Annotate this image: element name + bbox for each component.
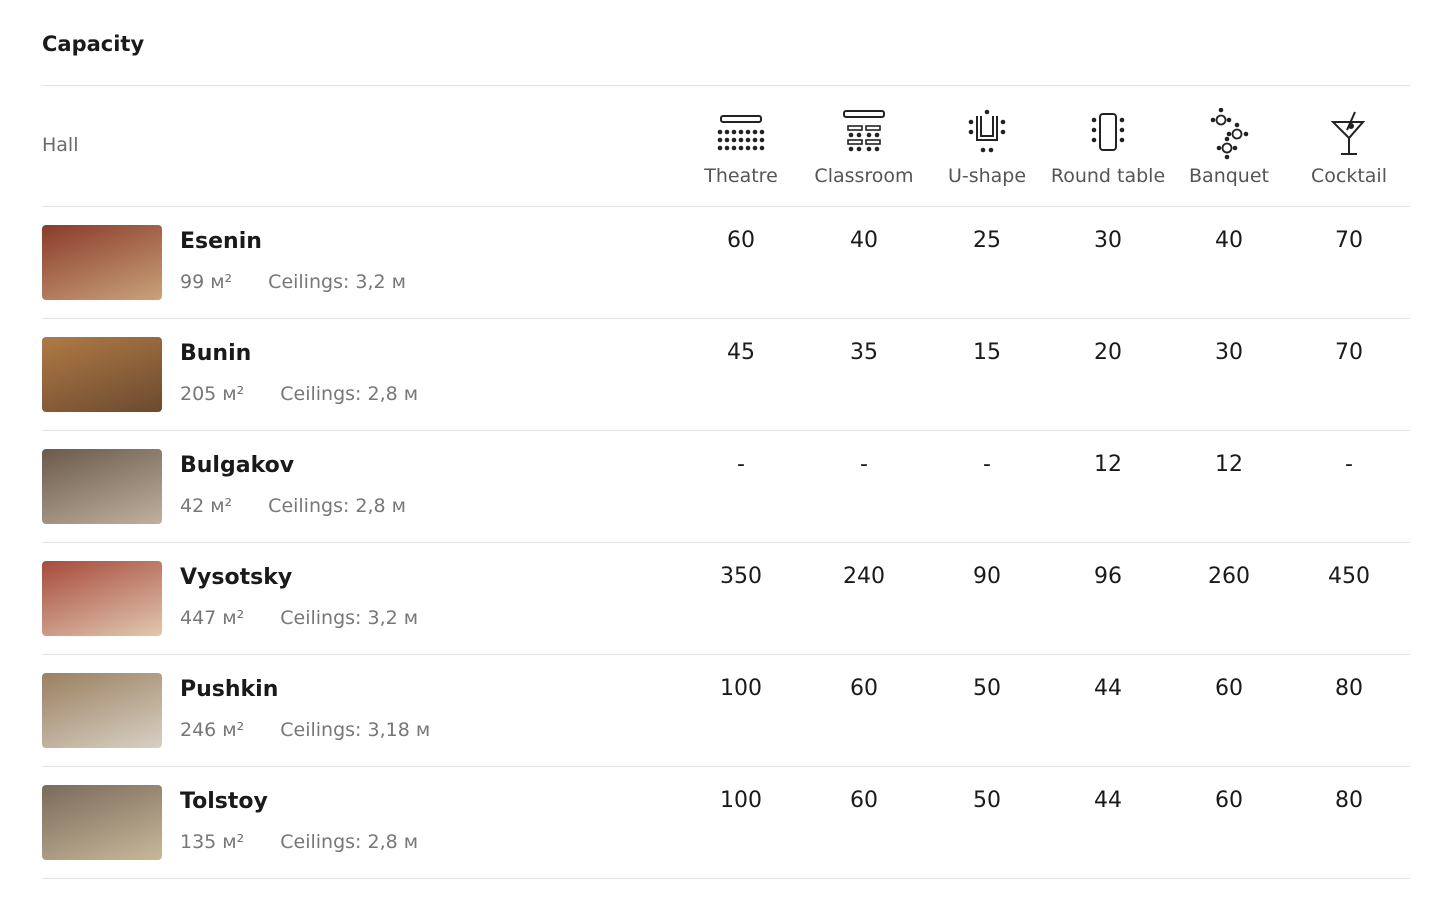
capacity-value: -	[737, 452, 745, 477]
hall-name: Bunin	[180, 341, 252, 366]
hall-photo	[42, 785, 162, 860]
capacity-value: 12	[1094, 452, 1122, 477]
column-icon	[1323, 108, 1375, 164]
hall-photo	[42, 337, 162, 412]
hall-name: Bulgakov	[180, 453, 295, 478]
capacity-value: 40	[1215, 228, 1243, 253]
hall-area: 447 м²	[180, 607, 245, 629]
capacity-value: 30	[1094, 228, 1122, 253]
hall-area: 135 м²	[180, 831, 245, 853]
capacity-value: 80	[1335, 676, 1363, 701]
capacity-value: 60	[1215, 676, 1243, 701]
capacity-value: 45	[727, 340, 755, 365]
capacity-value: -	[860, 452, 868, 477]
column-icon	[1082, 108, 1134, 164]
hall-name: Esenin	[180, 229, 262, 254]
capacity-value: 100	[720, 676, 762, 701]
column-icon	[1203, 107, 1255, 164]
column-label: Banquet	[1189, 165, 1269, 187]
hall-area: 205 м²	[180, 383, 245, 405]
hall-photo	[42, 561, 162, 636]
capacity-value: 44	[1094, 676, 1122, 701]
capacity-value: 100	[720, 788, 762, 813]
capacity-value: 40	[850, 228, 878, 253]
hall-photo	[42, 225, 162, 300]
hall-ceilings: Ceilings: 2,8 м	[280, 831, 419, 853]
capacity-value: 20	[1094, 340, 1122, 365]
capacity-value: 80	[1335, 788, 1363, 813]
capacity-value: 60	[850, 676, 878, 701]
capacity-value: 60	[850, 788, 878, 813]
capacity-value: -	[983, 452, 991, 477]
divider	[42, 654, 1410, 655]
hall-name: Pushkin	[180, 677, 279, 702]
capacity-value: 240	[843, 564, 885, 589]
capacity-value: 350	[720, 564, 762, 589]
divider	[42, 430, 1410, 431]
hall-ceilings: Ceilings: 2,8 м	[280, 383, 419, 405]
capacity-value: 70	[1335, 228, 1363, 253]
hall-ceilings: Ceilings: 3,2 м	[268, 271, 406, 293]
column-label: Theatre	[704, 165, 778, 187]
divider	[42, 206, 1410, 207]
capacity-value: 12	[1215, 452, 1243, 477]
hall-header: Hall	[42, 134, 79, 156]
capacity-value: 70	[1335, 340, 1363, 365]
capacity-value: -	[1345, 452, 1353, 477]
capacity-value: 60	[1215, 788, 1243, 813]
hall-area: 42 м²	[180, 495, 233, 517]
column-icon	[715, 108, 767, 164]
hall-area: 99 м²	[180, 271, 233, 293]
title: Capacity	[42, 32, 145, 56]
capacity-value: 60	[727, 228, 755, 253]
capacity-value: 15	[973, 340, 1001, 365]
divider	[42, 766, 1410, 767]
capacity-value: 260	[1208, 564, 1250, 589]
capacity-value: 25	[973, 228, 1001, 253]
column-label: U-shape	[947, 165, 1027, 187]
divider	[42, 542, 1410, 543]
capacity-value: 50	[973, 788, 1001, 813]
divider	[42, 318, 1410, 319]
column-icon	[961, 108, 1013, 164]
capacity-value: 450	[1328, 564, 1370, 589]
capacity-value: 44	[1094, 788, 1122, 813]
column-label: Classroom	[814, 165, 914, 187]
hall-area: 246 м²	[180, 719, 245, 741]
hall-name: Tolstoy	[180, 789, 268, 814]
capacity-value: 96	[1094, 564, 1122, 589]
capacity-value: 90	[973, 564, 1001, 589]
hall-name: Vysotsky	[180, 565, 293, 590]
hall-photo	[42, 673, 162, 748]
divider	[42, 85, 1410, 86]
hall-ceilings: Ceilings: 3,18 м	[280, 719, 431, 741]
divider	[42, 878, 1410, 879]
hall-photo	[42, 449, 162, 524]
capacity-value: 50	[973, 676, 1001, 701]
capacity-value: 30	[1215, 340, 1243, 365]
column-icon	[838, 108, 890, 164]
capacity-value: 35	[850, 340, 878, 365]
hall-ceilings: Ceilings: 3,2 м	[280, 607, 419, 629]
hall-ceilings: Ceilings: 2,8 м	[268, 495, 406, 517]
column-label: Round table	[1050, 165, 1166, 187]
column-label: Cocktail	[1311, 165, 1387, 187]
